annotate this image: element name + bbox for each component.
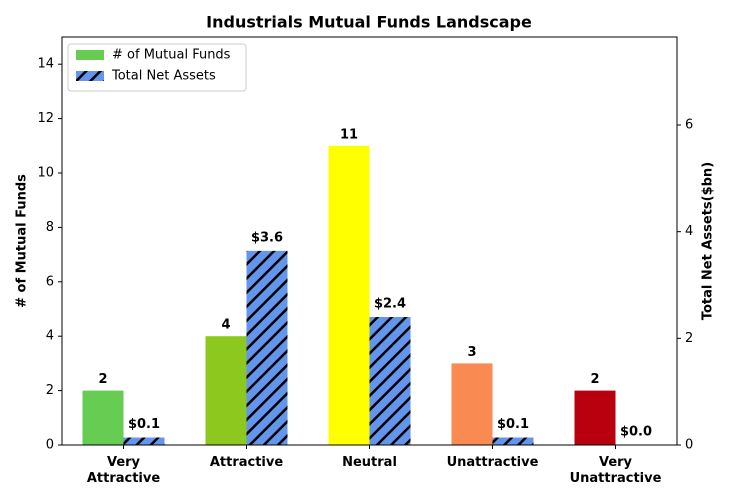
legend-label: Total Net Assets [111,69,216,84]
y-tick-label: 14 [37,57,54,72]
bar [82,390,124,445]
bar [451,363,493,445]
legend-box [67,43,247,92]
value-label: $0.1 [497,417,529,432]
legend-swatch [76,71,104,81]
y2-tick-label: 4 [685,224,693,239]
bar [492,437,534,445]
y-tick-label: 8 [46,220,54,235]
chart-title: Industrials Mutual Funds Landscape [206,13,532,32]
plot-frame [61,36,678,446]
value-label: 3 [467,345,476,360]
value-label: 2 [590,372,599,387]
y-tick-label: 0 [46,438,54,453]
value-label: 2 [98,372,107,387]
value-label: $2.4 [374,297,406,312]
y-tick-label: 2 [46,383,54,398]
y-tick-label: 12 [37,111,54,126]
bar [123,437,165,445]
x-tick-label: Unattractive [447,455,539,470]
x-tick-label: Attractive [210,455,284,470]
y2-tick-label: 2 [685,331,693,346]
value-label: 11 [340,127,358,142]
bar [205,336,247,445]
bar [574,390,616,445]
y-axis-label: # of Mutual Funds [15,174,30,308]
x-tick-label: Neutral [342,455,397,470]
value-label: $3.6 [251,230,283,245]
x-tick-label: Very Unattractive [570,455,662,486]
y2-tick-label: 6 [685,118,693,133]
y2-axis-label: Total Net Assets($bn) [701,162,716,320]
bar [369,317,411,445]
y-tick-label: 10 [37,166,54,181]
bar [328,145,370,446]
y-tick-label: 6 [46,274,54,289]
legend-label: # of Mutual Funds [112,48,231,63]
value-label: $0.1 [128,417,160,432]
legend-swatch [76,50,104,60]
y2-tick-label: 0 [685,438,693,453]
bar [246,250,288,445]
value-label: $0.0 [620,425,652,440]
value-label: 4 [221,318,230,333]
x-tick-label: Very Attractive [87,455,161,486]
y-tick-label: 4 [46,329,54,344]
